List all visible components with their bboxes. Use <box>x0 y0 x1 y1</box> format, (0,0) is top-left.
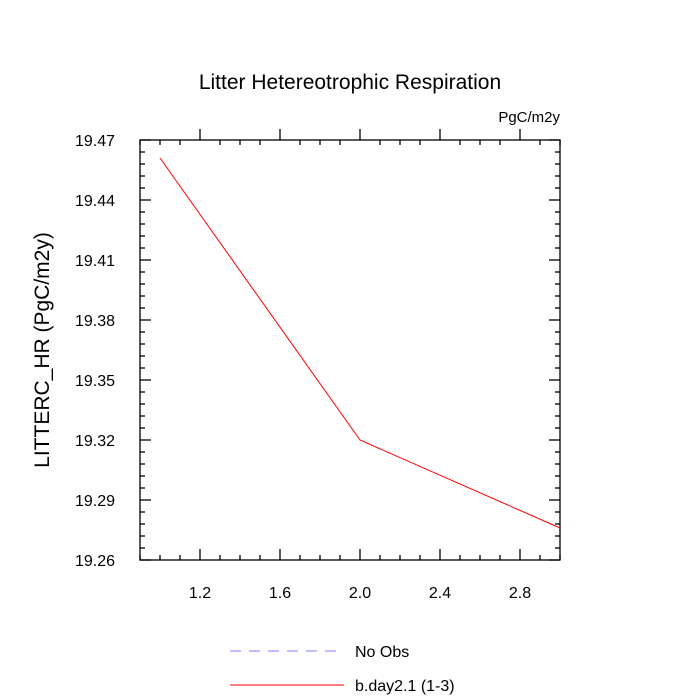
legend-label-no-obs: No Obs <box>355 644 409 661</box>
y-axis-label: LITTERC_HR (PgC/m2y) <box>31 232 54 468</box>
chart-title: Litter Hetereotrophic Respiration <box>199 71 501 94</box>
y-tick-label: 19.35 <box>75 373 115 390</box>
legend: No Obs b.day2.1 (1-3) <box>230 644 455 695</box>
x-tick-label: 1.6 <box>269 585 291 602</box>
legend-label-b-day2-1: b.day2.1 (1-3) <box>355 678 455 695</box>
y-tick-label: 19.44 <box>75 193 115 210</box>
y-tick-label: 19.41 <box>75 253 115 270</box>
y-tick-label: 19.32 <box>75 433 115 450</box>
axes: 1.2 1.6 2.0 2.4 2.8 19.26 19.29 19.32 19.35 19.38… <box>75 129 561 602</box>
x-tick-label: 2.4 <box>429 585 451 602</box>
y-tick-label: 19.29 <box>75 493 115 510</box>
series-line <box>159 157 561 529</box>
x-tick-label: 2.0 <box>349 585 371 602</box>
x-tick-label: 1.2 <box>189 585 211 602</box>
y-tick-label: 19.47 <box>75 133 115 150</box>
x-tick-label: 2.8 <box>509 585 531 602</box>
y-tick-label: 19.38 <box>75 313 115 330</box>
plot-series <box>159 157 561 529</box>
units-label: PgC/m2y <box>498 109 560 126</box>
plot-frame <box>139 139 561 561</box>
y-tick-label: 19.26 <box>75 553 115 570</box>
